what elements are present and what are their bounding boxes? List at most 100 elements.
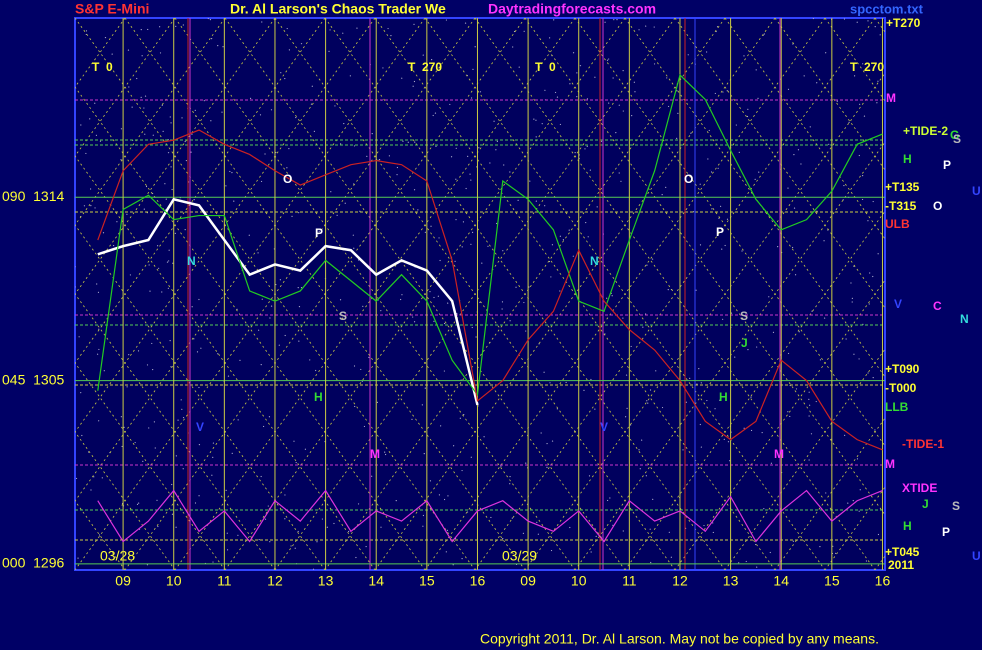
star-dot: [120, 159, 122, 161]
star-dot: [858, 510, 860, 512]
star-dot: [562, 239, 565, 241]
x-tick-label: 10: [166, 573, 182, 589]
star-dot: [85, 30, 88, 32]
star-dot: [249, 97, 252, 100]
star-dot: [877, 80, 879, 82]
star-dot: [371, 475, 373, 477]
star-dot: [661, 194, 663, 196]
star-dot: [260, 475, 262, 478]
star-dot: [81, 434, 83, 437]
x-tick-label: 11: [217, 573, 232, 589]
star-dot: [353, 183, 355, 185]
star-dot: [533, 118, 535, 120]
star-dot: [874, 26, 876, 28]
star-dot: [168, 260, 170, 262]
star-dot: [847, 502, 849, 504]
star-dot: [868, 303, 870, 305]
star-dot: [528, 286, 530, 288]
star-dot: [529, 180, 531, 182]
star-dot: [159, 52, 162, 54]
star-dot: [149, 290, 151, 292]
copyright: Copyright 2011, Dr. Al Larson. May not b…: [480, 631, 879, 647]
star-dot: [260, 364, 262, 366]
star-dot: [311, 85, 313, 87]
star-dot: [198, 495, 200, 497]
star-dot: [606, 297, 608, 299]
star-dot: [298, 340, 300, 342]
x-tick-label: 13: [318, 573, 334, 589]
star-dot: [716, 26, 719, 28]
star-dot: [746, 115, 749, 118]
star-dot: [231, 452, 233, 454]
lattice-line: [324, 18, 726, 570]
star-dot: [396, 166, 399, 169]
star-dot: [333, 522, 335, 525]
symbol: S&P E-Mini: [75, 1, 149, 17]
star-dot: [479, 91, 482, 93]
annotation: +T045: [885, 545, 920, 559]
star-dot: [221, 111, 223, 113]
star-dot: [447, 302, 449, 304]
annotation: -TIDE-1: [902, 437, 944, 451]
star-dot: [144, 95, 147, 97]
star-dot: [537, 533, 539, 535]
star-dot: [434, 112, 437, 114]
star-dot: [758, 171, 760, 173]
star-dot: [809, 126, 811, 128]
star-dot: [763, 508, 765, 510]
star-dot: [198, 298, 200, 301]
star-dot: [714, 408, 716, 410]
annotation: V: [894, 297, 902, 311]
star-dot: [470, 243, 472, 245]
star-dot: [719, 205, 722, 207]
star-dot: [461, 469, 463, 472]
star-dot: [128, 86, 130, 88]
star-dot: [200, 347, 202, 349]
star-dot: [348, 530, 350, 533]
lattice-line: [124, 18, 526, 570]
star-dot: [396, 174, 398, 176]
star-dot: [590, 378, 592, 381]
star-dot: [170, 122, 172, 124]
star-dot: [98, 534, 101, 536]
star-dot: [217, 353, 219, 355]
star-dot: [856, 458, 859, 460]
star-dot: [363, 425, 366, 428]
star-dot: [642, 326, 644, 328]
star-dot: [452, 564, 454, 566]
star-dot: [670, 556, 672, 558]
star-dot: [816, 82, 818, 84]
star-dot: [104, 36, 107, 39]
star-dot: [152, 134, 154, 136]
star-dot: [203, 100, 205, 102]
annotation: H: [903, 152, 912, 166]
star-dot: [823, 240, 825, 242]
star-dot: [808, 398, 810, 400]
star-dot: [698, 368, 700, 370]
star-dot: [171, 513, 174, 515]
star-dot: [517, 199, 519, 201]
star-dot: [445, 551, 447, 553]
star-dot: [741, 250, 743, 252]
star-dot: [198, 386, 200, 389]
star-dot: [735, 124, 737, 126]
star-dot: [461, 557, 463, 560]
star-dot: [544, 89, 546, 91]
star-dot: [715, 30, 717, 33]
star-dot: [835, 552, 837, 554]
star-dot: [594, 76, 596, 78]
star-dot: [572, 52, 575, 54]
star-dot: [586, 145, 588, 148]
star-dot: [284, 334, 286, 337]
star-dot: [689, 377, 691, 379]
star-dot: [755, 69, 757, 71]
star-dot: [613, 19, 615, 21]
star-dot: [211, 38, 213, 40]
x-tick-label: 09: [115, 573, 131, 589]
x-tick-label: 13: [723, 573, 739, 589]
lattice-line: [174, 18, 576, 570]
star-dot: [596, 206, 598, 208]
lattice-line: [224, 18, 626, 570]
star-dot: [523, 30, 525, 32]
star-dot: [362, 305, 364, 307]
